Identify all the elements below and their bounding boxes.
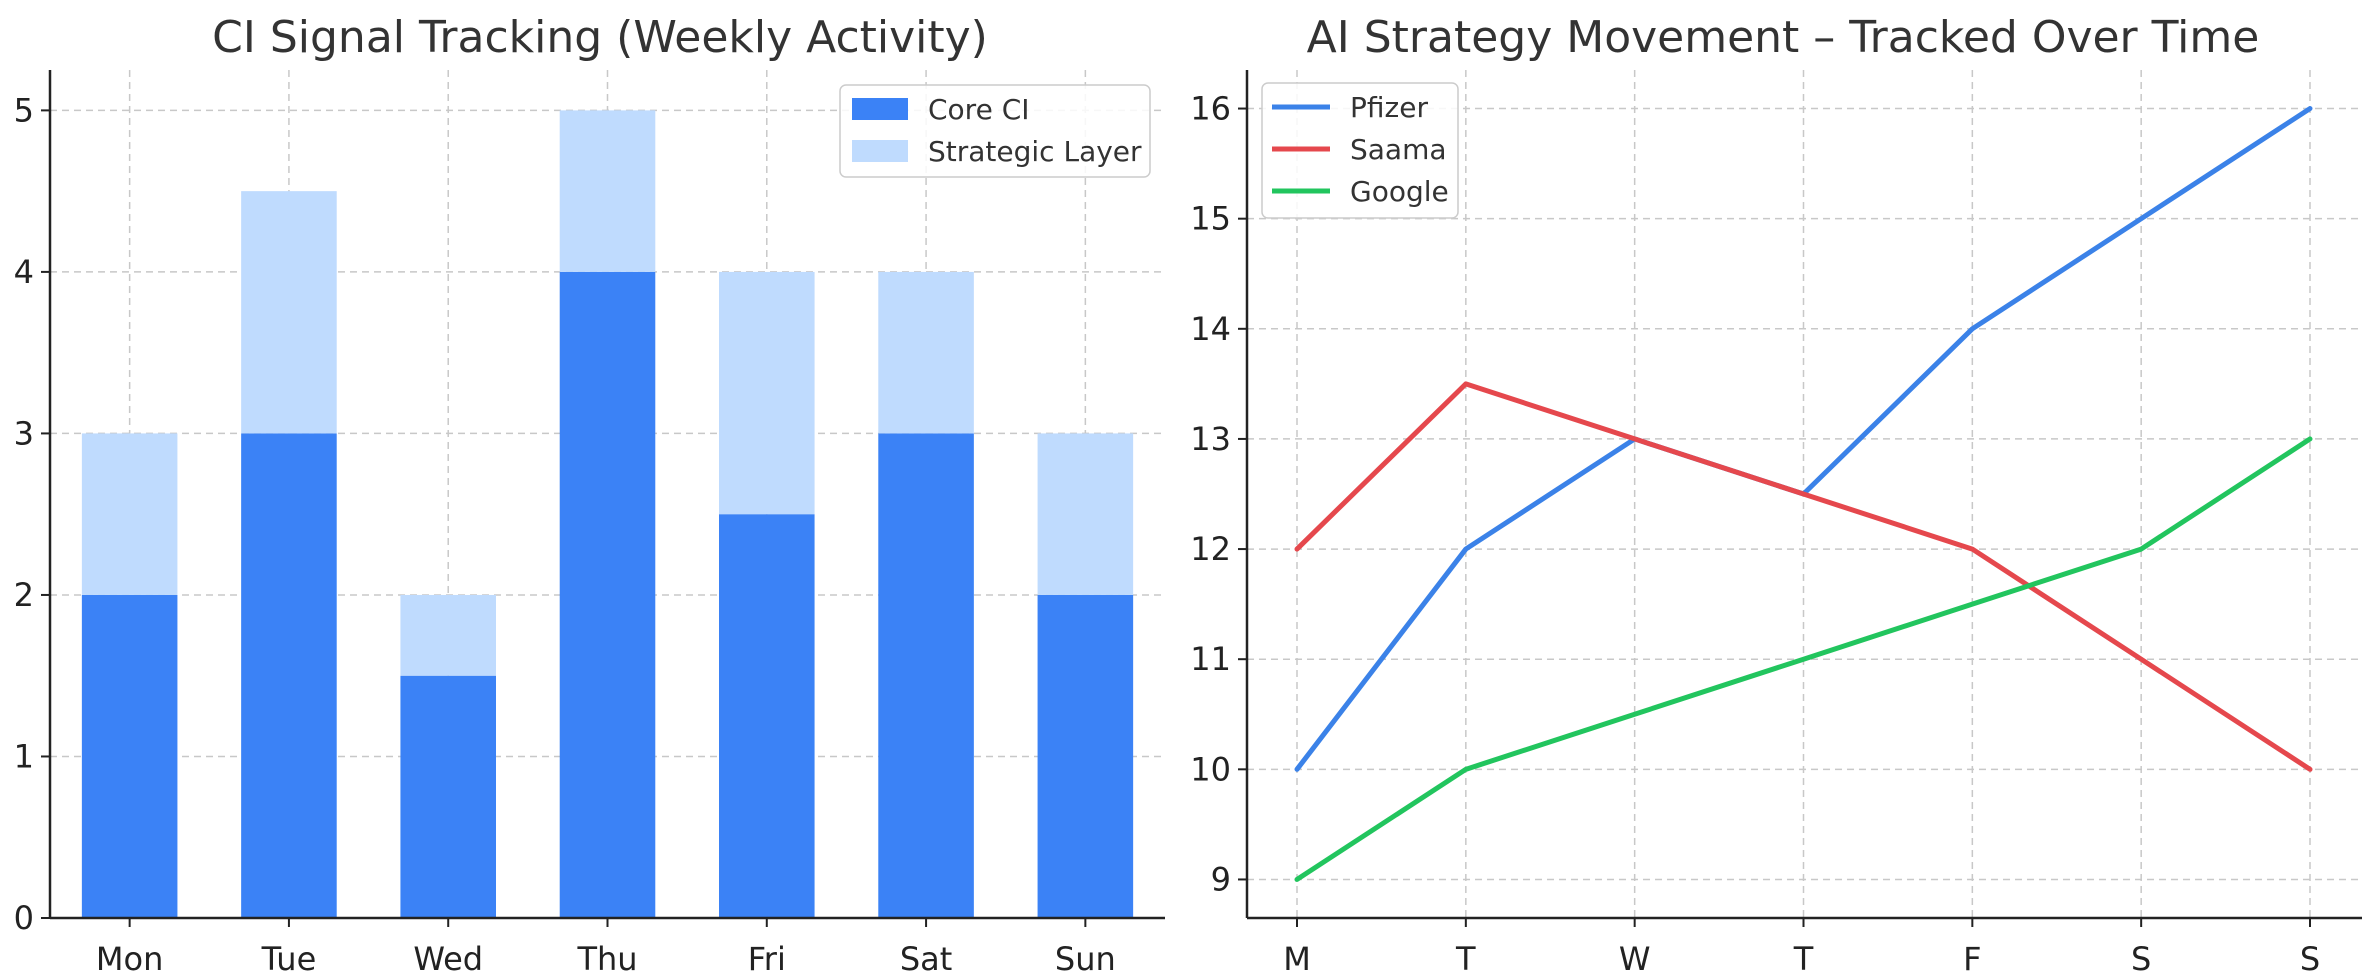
- x-tick-label: Sat: [900, 940, 952, 978]
- bar-strategic-layer: [81, 433, 178, 595]
- x-tick-label: Thu: [576, 940, 637, 978]
- bar-strategic-layer: [878, 271, 974, 434]
- y-tick-label: 10: [1190, 750, 1231, 788]
- x-tick-label: T: [1793, 940, 1814, 978]
- x-tick-label: M: [1283, 940, 1311, 978]
- x-tick-label: F: [1963, 940, 1981, 978]
- bar-strategic-layer: [719, 271, 815, 515]
- y-tick-label: 13: [1190, 420, 1231, 458]
- bar-strategic-layer: [400, 594, 496, 676]
- axes: 9 10 11 12 13 14 15 16 M T W T F S S: [1190, 70, 2362, 978]
- legend: Core CI Strategic Layer: [839, 84, 1151, 178]
- bar-strategic-layer: [241, 191, 337, 434]
- series-line-google: [1294, 436, 2313, 882]
- bar-core-ci: [81, 594, 178, 918]
- series-lines: [1294, 106, 2313, 882]
- stacked-bar-chart: CI Signal Tracking (Weekly Activity) 0 1 2…: [14, 12, 1165, 978]
- y-tick-label: 3: [14, 414, 34, 452]
- bar-core-ci: [1037, 594, 1134, 918]
- legend-box: [1261, 82, 1459, 219]
- axes: 0 1 2 3 4 5 Mon Tue Wed Thu Fri Sat Sun: [14, 70, 1165, 978]
- x-tick-label: Fri: [748, 940, 786, 978]
- y-tick-label: 5: [14, 91, 34, 129]
- x-tick-label: Tue: [261, 940, 317, 978]
- legend-label: Core CI: [928, 93, 1030, 126]
- y-tick-label: 14: [1190, 310, 1231, 348]
- x-tick-label: W: [1619, 940, 1651, 978]
- legend-label: Saama: [1350, 133, 1447, 166]
- x-tick-label: Sun: [1055, 940, 1116, 978]
- legend: Pfizer Saama Google: [1261, 82, 1459, 219]
- x-tick-label: T: [1455, 940, 1476, 978]
- bars: [81, 110, 1134, 918]
- series-line-saama: [1294, 381, 2313, 772]
- legend-label: Google: [1350, 175, 1449, 208]
- bar-core-ci: [559, 271, 656, 918]
- legend-label: Strategic Layer: [928, 135, 1142, 168]
- y-tick-label: 1: [14, 737, 34, 775]
- bar-core-ci: [878, 433, 974, 918]
- chart-title: AI Strategy Movement – Tracked Over Time: [1307, 12, 2260, 63]
- x-tick-label: S: [2300, 940, 2320, 978]
- legend-label: Pfizer: [1350, 91, 1428, 124]
- bar-core-ci: [400, 675, 496, 918]
- legend-swatch: [852, 140, 908, 162]
- bar-strategic-layer: [559, 110, 656, 272]
- y-tick-label: 9: [1211, 860, 1231, 898]
- line-chart: AI Strategy Movement – Tracked Over Time…: [1190, 12, 2362, 978]
- bar-core-ci: [719, 514, 815, 918]
- x-tick-label: Mon: [96, 940, 163, 978]
- bar-core-ci: [241, 433, 337, 918]
- y-tick-label: 15: [1190, 200, 1231, 238]
- grid: [1247, 70, 2362, 918]
- y-tick-label: 11: [1190, 640, 1231, 678]
- chart-title: CI Signal Tracking (Weekly Activity): [212, 12, 988, 63]
- y-tick-label: 12: [1190, 530, 1231, 568]
- legend-box: [839, 84, 1151, 178]
- y-tick-label: 0: [14, 899, 34, 937]
- bar-strategic-layer: [1037, 433, 1134, 595]
- y-tick-label: 16: [1190, 90, 1231, 128]
- x-tick-label: Wed: [413, 940, 483, 978]
- x-tick-label: S: [2131, 940, 2151, 978]
- y-tick-label: 4: [14, 253, 34, 291]
- legend-swatch: [852, 98, 908, 120]
- y-tick-label: 2: [14, 576, 34, 614]
